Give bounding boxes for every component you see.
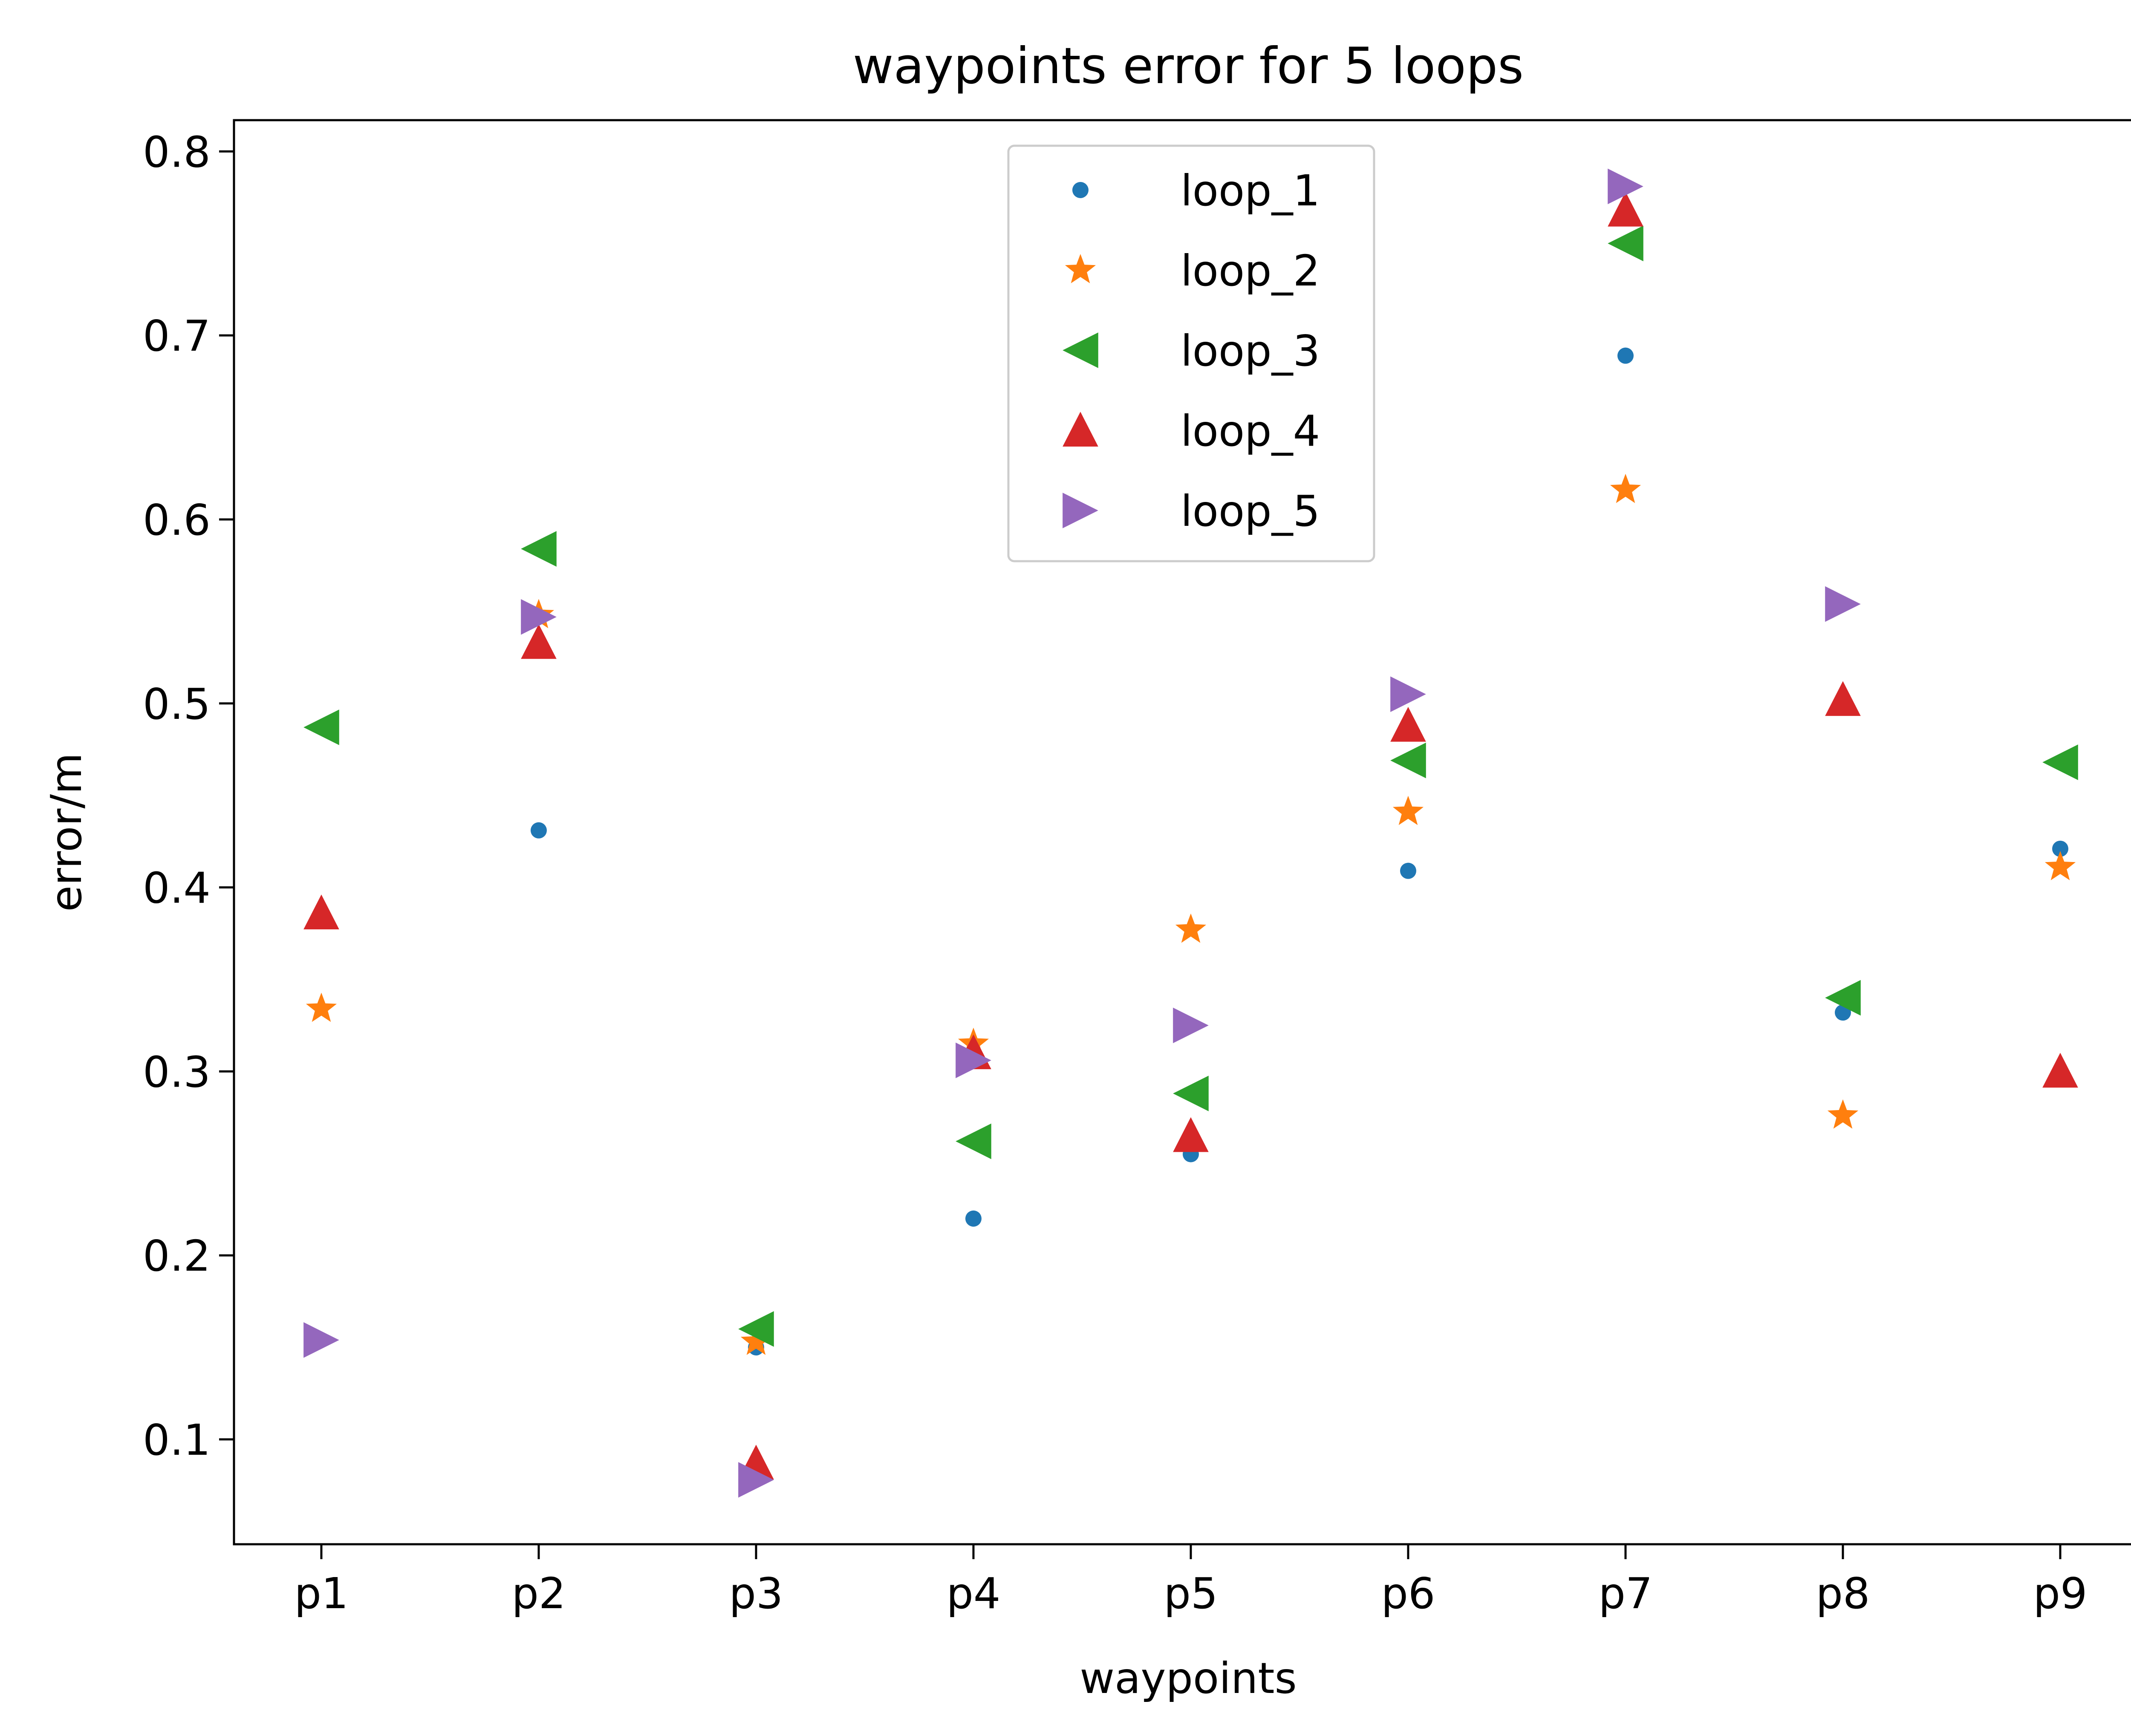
data-point-loop_1-p4 — [965, 1210, 982, 1227]
legend-marker-loop_3 — [1063, 332, 1098, 368]
data-point-loop_3-p1 — [303, 709, 339, 745]
data-point-loop_1-p9 — [2052, 840, 2068, 857]
plot-area-frame — [233, 119, 2131, 1546]
legend-label-loop_5: loop_5 — [1181, 486, 1320, 536]
data-point-loop_4-p5 — [1173, 1117, 1209, 1152]
data-point-loop_4-p7 — [1608, 191, 1643, 227]
legend-marker-loop_2 — [1065, 254, 1096, 283]
x-tick-label: p5 — [1164, 1569, 1218, 1618]
data-point-loop_2-p1 — [306, 992, 337, 1022]
x-axis-label: waypoints — [1080, 1653, 1297, 1703]
legend-label-loop_3: loop_3 — [1181, 326, 1320, 376]
data-point-loop_4-p1 — [303, 894, 339, 929]
x-tick-label: p9 — [2033, 1569, 2087, 1618]
data-point-loop_2-p7 — [1610, 473, 1641, 503]
legend-label-loop_1: loop_1 — [1181, 166, 1320, 216]
legend-marker-loop_4 — [1063, 412, 1098, 447]
data-point-loop_4-p6 — [1390, 707, 1426, 742]
data-point-loop_3-p2 — [521, 531, 557, 567]
y-tick-label: 0.8 — [143, 127, 211, 177]
data-point-loop_2-p5 — [1175, 913, 1207, 943]
legend-label-loop_2: loop_2 — [1181, 246, 1320, 296]
y-tick-label: 0.7 — [143, 311, 211, 361]
data-point-loop_5-p6 — [1390, 676, 1426, 712]
x-tick-label: p2 — [511, 1569, 566, 1618]
data-point-loop_3-p6 — [1390, 742, 1426, 779]
x-tick-label: p6 — [1381, 1569, 1435, 1618]
data-point-loop_3-p7 — [1608, 225, 1643, 262]
x-tick-label: p1 — [294, 1569, 348, 1618]
y-axis-ticks: 0.1 0.2 0.3 0.4 0.5 0.6 0.7 0.8 — [143, 127, 234, 1465]
x-tick-label: p8 — [1816, 1569, 1870, 1618]
data-point-loop_5-p7 — [1608, 168, 1643, 205]
data-point-loop_2-p6 — [1392, 796, 1424, 825]
data-point-loop_2-p9 — [2044, 851, 2076, 880]
x-axis-ticks: p1 p2 p3 p4 p5 p6 p7 p8 p9 — [294, 1544, 2088, 1618]
data-point-loop_5-p5 — [1173, 1007, 1209, 1044]
data-point-loop_3-p8 — [1825, 980, 1861, 1016]
data-point-loop_5-p8 — [1825, 586, 1861, 622]
x-tick-label: p7 — [1598, 1569, 1652, 1618]
y-tick-label: 0.3 — [143, 1047, 211, 1097]
data-point-loop_4-p8 — [1825, 681, 1861, 716]
data-point-loop_5-p4 — [956, 1042, 991, 1079]
data-point-loop_4-p2 — [521, 624, 557, 659]
data-point-loop_3-p4 — [956, 1123, 991, 1159]
y-tick-label: 0.4 — [143, 863, 211, 913]
data-point-loop_5-p3 — [738, 1462, 774, 1498]
data-point-loop_4-p9 — [2042, 1053, 2078, 1088]
y-tick-label: 0.1 — [143, 1415, 211, 1465]
y-tick-label: 0.6 — [143, 495, 211, 545]
data-point-loop_1-p2 — [531, 822, 547, 839]
plot-marks — [303, 168, 2078, 1498]
data-point-loop_5-p1 — [303, 1322, 339, 1358]
data-point-loop_3-p9 — [2042, 744, 2078, 780]
data-point-loop_1-p7 — [1617, 347, 1634, 364]
data-point-loop_2-p3 — [740, 1326, 772, 1355]
data-point-loop_5-p2 — [521, 599, 557, 635]
x-tick-label: p4 — [946, 1569, 1000, 1618]
legend-label-loop_4: loop_4 — [1181, 406, 1320, 456]
series-loop_3 — [303, 225, 2078, 1347]
y-tick-label: 0.5 — [143, 679, 211, 729]
legend-marker-loop_5 — [1063, 493, 1098, 528]
legend-marker-loop_1 — [1072, 182, 1089, 198]
x-tick-label: p3 — [729, 1569, 783, 1618]
data-point-loop_3-p3 — [738, 1311, 774, 1347]
data-point-loop_2-p8 — [1827, 1099, 1859, 1129]
y-axis-label: error/m — [41, 753, 91, 911]
series-loop_5 — [303, 168, 1861, 1498]
legend-box — [1007, 144, 1375, 562]
data-point-loop_1-p6 — [1400, 862, 1416, 879]
y-tick-label: 0.2 — [143, 1231, 211, 1281]
chart-title: waypoints error for 5 loops — [853, 37, 1524, 95]
data-point-loop_3-p5 — [1173, 1076, 1209, 1111]
legend: loop_1 loop_2 loop_3 loop_4 loop_5 — [1007, 144, 1375, 562]
